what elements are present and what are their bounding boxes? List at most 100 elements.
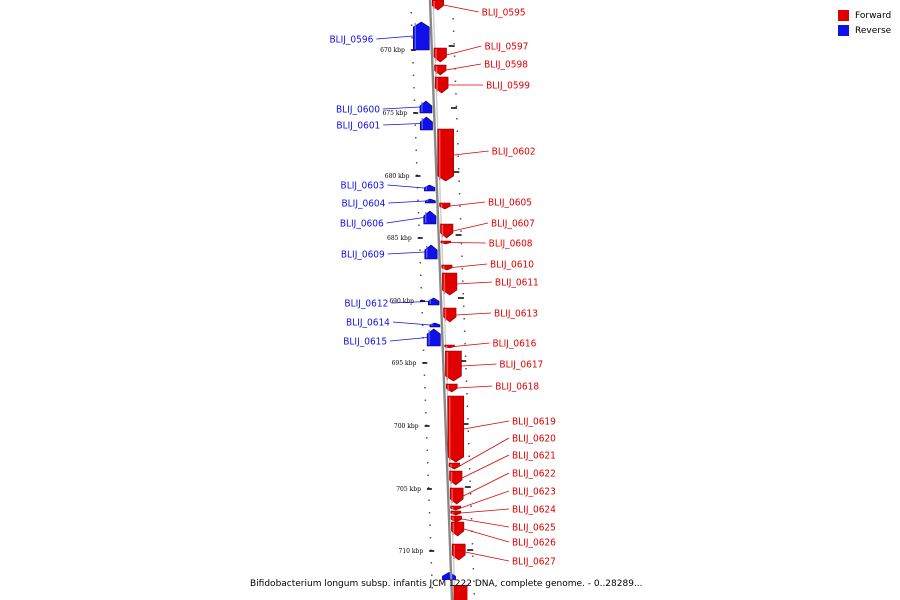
gene-leader-line	[465, 551, 510, 562]
gene-label: BLIJ_0601	[336, 121, 380, 132]
tick-label: 710 kbp	[399, 548, 424, 555]
minor-tick-left	[421, 312, 423, 314]
gene-label: BLIJ_0619	[512, 417, 556, 428]
minor-tick-left	[429, 537, 432, 539]
gene-arrow	[424, 244, 438, 260]
minor-tick-left	[421, 324, 424, 326]
minor-tick-right	[463, 330, 466, 332]
gene-leader-line	[386, 217, 424, 224]
minor-tick-right	[457, 168, 460, 170]
minor-tick-right	[458, 193, 461, 195]
gene-label: BLIJ_0603	[341, 181, 385, 192]
gene-arrow	[431, 0, 444, 11]
gene-arrow	[426, 328, 441, 347]
minor-tick-right	[468, 468, 471, 470]
gene-label: BLIJ_0625	[512, 523, 556, 534]
minor-tick-right	[468, 455, 470, 457]
minor-tick-left	[427, 487, 430, 489]
gene-leader-line	[461, 454, 510, 479]
minor-tick-right	[469, 480, 471, 482]
gene-arrow	[449, 470, 463, 486]
gene-label: BLIJ_0616	[492, 339, 536, 350]
minor-tick-right	[463, 318, 465, 320]
legend-item-forward: Forward	[838, 8, 891, 23]
gene-label: BLIJ_0620	[512, 434, 556, 445]
gene-label: BLIJ_0615	[343, 337, 387, 348]
gene-arrow	[423, 210, 437, 225]
minor-tick-right	[459, 205, 461, 207]
tick-label: 670 kbp	[380, 47, 405, 54]
minor-tick-right	[467, 418, 469, 420]
minor-tick-left	[426, 449, 428, 451]
gene-leader-line	[456, 312, 492, 316]
minor-tick-right	[464, 343, 466, 345]
gene-arrow	[437, 128, 454, 182]
gene-leader-line	[454, 342, 490, 347]
gene-leader-line	[461, 518, 510, 528]
gene-leader-line	[459, 437, 510, 467]
gene-label: BLIJ_0610	[490, 260, 534, 271]
gene-leader-line	[463, 472, 510, 497]
gene-label: BLIJ_0609	[341, 250, 385, 261]
minor-tick-left	[418, 224, 420, 226]
minor-tick-left	[413, 87, 415, 89]
gene-leader-line	[452, 263, 488, 268]
minor-tick-right	[461, 255, 463, 257]
minor-tick-right	[459, 218, 462, 220]
minor-tick-left	[420, 287, 423, 289]
minor-tick-left	[425, 412, 427, 414]
minor-tick-left	[424, 387, 426, 389]
gene-label: BLIJ_0627	[512, 557, 556, 568]
gene-arrow	[443, 307, 457, 323]
genome-caption: Bifidobacterium longum subsp. infantis J…	[250, 579, 643, 589]
gene-label: BLIJ_0622	[512, 469, 556, 480]
tick-label: 675 kbp	[382, 110, 407, 117]
gene-arrow	[434, 64, 447, 76]
minor-tick-right	[470, 505, 472, 507]
minor-tick-right	[452, 30, 455, 32]
minor-tick-right	[470, 518, 473, 520]
minor-tick-left	[431, 587, 434, 589]
minor-tick-left	[428, 512, 431, 514]
gene-leader-line	[460, 508, 510, 514]
minor-tick-right	[454, 80, 457, 82]
legend-item-reverse: Reverse	[838, 23, 891, 38]
gene-label: BLIJ_0613	[494, 309, 538, 320]
tick-label: 685 kbp	[387, 235, 412, 242]
minor-tick-left	[412, 62, 414, 64]
tick-label: 705 kbp	[396, 486, 421, 493]
gene-leader-line	[391, 301, 429, 304]
minor-tick-left	[417, 199, 419, 201]
gene-label: BLIJ_0606	[340, 219, 384, 230]
minor-tick-right	[458, 180, 460, 182]
minor-tick-left	[410, 24, 413, 26]
gene-label: BLIJ_0617	[499, 360, 543, 371]
gene-arrow	[451, 543, 466, 561]
gene-label: BLIJ_0598	[484, 60, 528, 71]
minor-tick-right	[460, 243, 463, 245]
minor-tick-left	[430, 562, 433, 564]
tick-label: 700 kbp	[394, 423, 419, 430]
minor-tick-left	[424, 399, 427, 401]
minor-tick-left	[413, 99, 416, 101]
tick-label: 695 kbp	[392, 360, 417, 367]
gene-label: BLIJ_0600	[336, 105, 380, 116]
minor-tick-right	[462, 293, 465, 295]
minor-tick-right	[468, 443, 470, 445]
minor-tick-left	[417, 212, 420, 214]
minor-tick-left	[423, 374, 426, 376]
minor-tick-left	[412, 74, 415, 76]
gene-label: BLIJ_0621	[512, 451, 556, 462]
gene-label: BLIJ_0596	[329, 35, 373, 46]
gene-leader-line	[390, 337, 428, 342]
gene-arrow	[440, 223, 454, 239]
minor-tick-left	[414, 124, 417, 126]
minor-tick-left	[415, 137, 417, 139]
gene-arrow-partial	[453, 585, 468, 600]
legend-forward-label: Forward	[855, 10, 892, 21]
minor-tick-left	[419, 249, 421, 251]
minor-tick-right	[462, 280, 464, 282]
minor-tick-right	[472, 568, 475, 570]
gene-arrow	[451, 521, 465, 537]
